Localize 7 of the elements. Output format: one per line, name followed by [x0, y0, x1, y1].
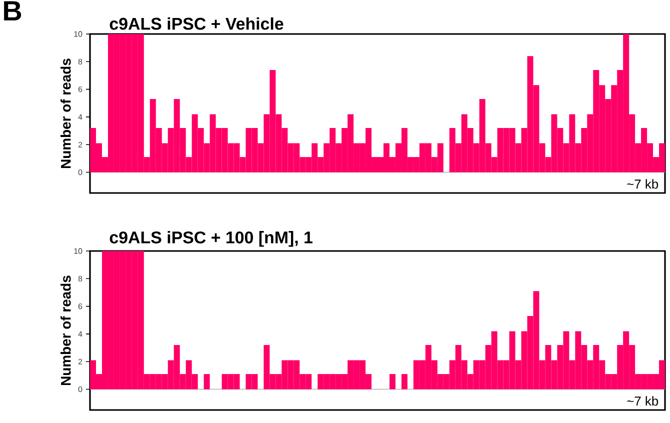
- chart-title: c9ALS iPSC + 100 [nM], 1: [110, 231, 313, 247]
- y-axis-title: Number of reads: [60, 58, 71, 168]
- annotation: ~7 kb: [627, 179, 658, 189]
- chart-title: c9ALS iPSC + Vehicle: [110, 17, 284, 30]
- annotation: ~7 kb: [627, 396, 658, 406]
- y-axis-title: Number of reads: [60, 276, 71, 385]
- text: B: [4, 1, 22, 20]
